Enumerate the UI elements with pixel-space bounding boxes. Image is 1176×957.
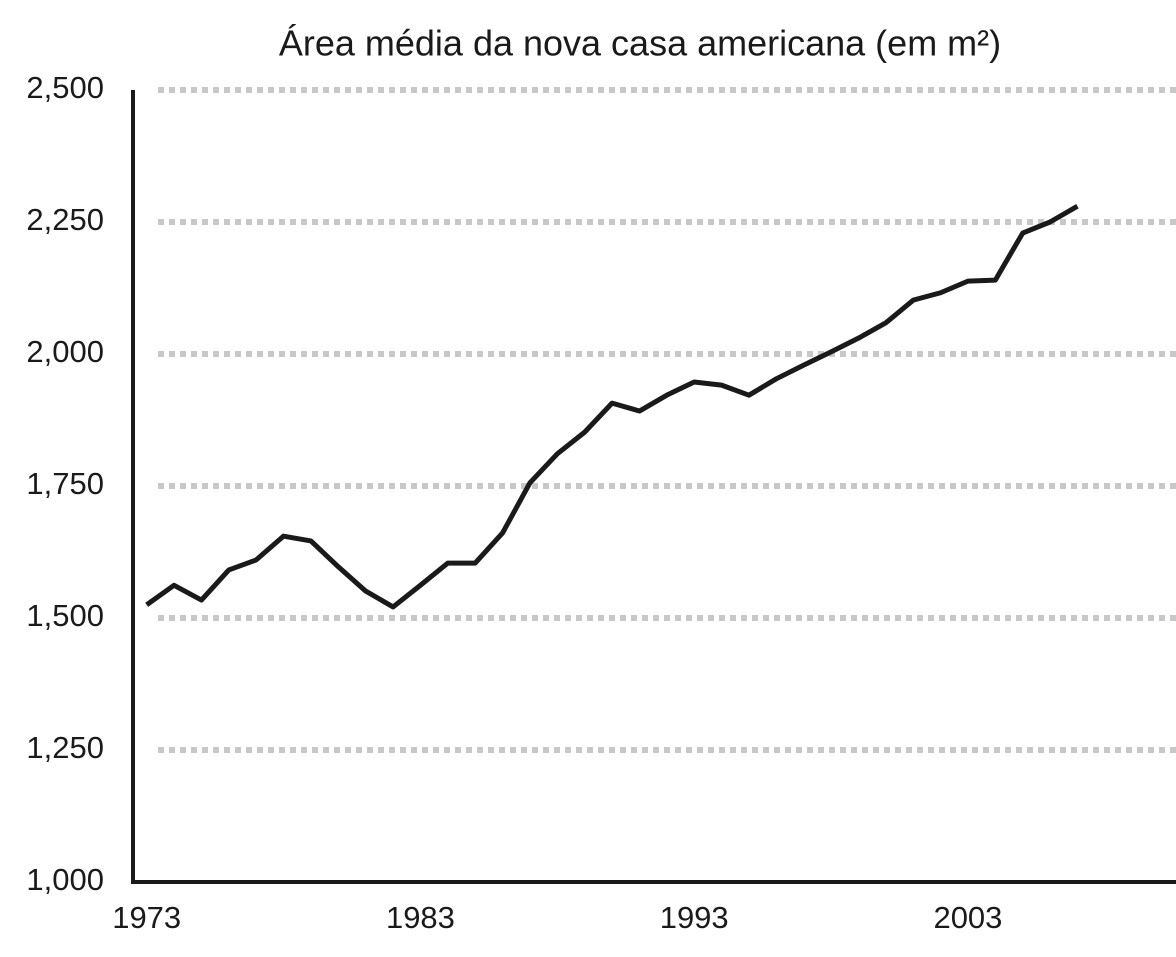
x-tick-label: 2003 <box>933 900 1002 935</box>
y-tick-label: 2,250 <box>26 202 104 237</box>
y-tick-label: 1,750 <box>26 466 104 501</box>
x-tick-label: 1983 <box>386 900 455 935</box>
x-tick-label: 1973 <box>112 900 181 935</box>
y-tick-label: 1,250 <box>26 730 104 765</box>
y-tick-label: 2,500 <box>26 70 104 105</box>
data-line <box>145 203 1079 610</box>
x-tick-label: 1993 <box>660 900 729 935</box>
y-tick-label: 1,500 <box>26 598 104 633</box>
y-tick-label: 2,000 <box>26 334 104 369</box>
chart-title: Área média da nova casa americana (em m²… <box>279 23 1001 64</box>
y-tick-label: 1,000 <box>26 862 104 897</box>
